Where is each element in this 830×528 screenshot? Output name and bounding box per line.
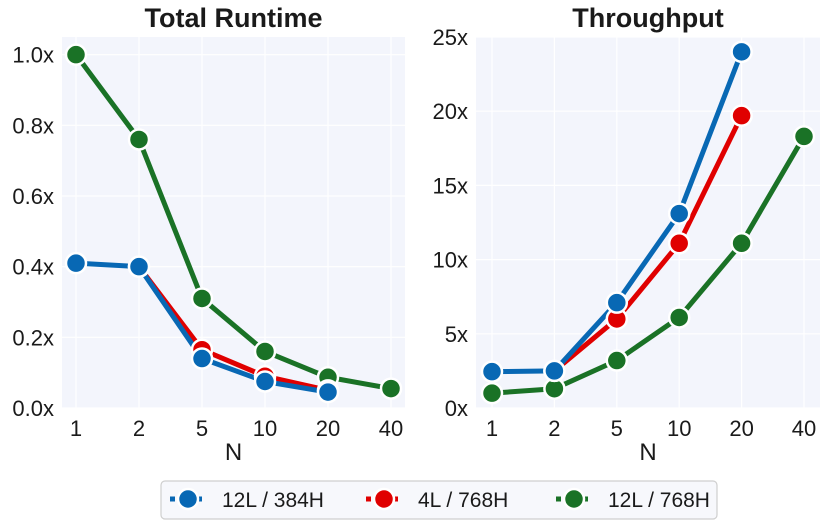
legend-label-12l-768h: 12L / 768H bbox=[608, 489, 710, 512]
throughput-x-tick-label: 10 bbox=[667, 416, 691, 441]
total-runtime-y-tick-label: 0.8x bbox=[12, 113, 54, 138]
total-runtime-y-tick-label: 0.2x bbox=[12, 325, 54, 350]
total-runtime-x-tick-label: 40 bbox=[379, 416, 403, 441]
throughput-point-12l-768h bbox=[667, 306, 691, 329]
legend-marker-12l-768h bbox=[562, 487, 586, 511]
throughput-y-tick-label: 5x bbox=[445, 322, 468, 347]
total-runtime-point-12l-384h bbox=[64, 251, 88, 275]
total-runtime-x-tick-label: 1 bbox=[70, 416, 82, 441]
total-runtime-x-axis-label: N bbox=[225, 439, 242, 466]
throughput-point-4l-768h bbox=[667, 232, 691, 255]
throughput-x-tick-label: 2 bbox=[548, 416, 560, 441]
total-runtime-point-12l-384h bbox=[127, 255, 151, 278]
throughput-y-tick-label: 25x bbox=[433, 25, 468, 50]
throughput-plot-area bbox=[476, 37, 820, 408]
throughput-point-12l-768h bbox=[792, 125, 816, 148]
throughput-y-tick-label: 10x bbox=[433, 248, 468, 273]
legend-label-12l-384h: 12L / 384H bbox=[222, 489, 324, 512]
throughput-x-tick-label: 5 bbox=[611, 416, 623, 441]
throughput-point-12l-384h bbox=[543, 359, 566, 383]
total-runtime-point-12l-768h bbox=[64, 43, 88, 66]
total-runtime-point-12l-768h bbox=[253, 340, 277, 363]
total-runtime-y-tick-label: 0.0x bbox=[12, 396, 54, 421]
total-runtime-y-tick-label: 1.0x bbox=[12, 43, 54, 68]
throughput-point-12l-384h bbox=[730, 40, 753, 64]
legend-label-4l-768h: 4L / 768H bbox=[418, 489, 508, 512]
throughput-x-axis-label: N bbox=[639, 439, 656, 466]
total-runtime-point-12l-384h bbox=[316, 380, 340, 404]
throughput-point-12l-384h bbox=[605, 291, 629, 314]
total-runtime-x-tick-label: 5 bbox=[196, 416, 208, 441]
total-runtime-title: Total Runtime bbox=[145, 3, 323, 33]
throughput-point-12l-768h bbox=[605, 349, 629, 372]
throughput-title: Throughput bbox=[572, 3, 723, 33]
legend-marker-12l-384h bbox=[176, 487, 200, 511]
total-runtime-x-tick-label: 20 bbox=[316, 416, 340, 441]
total-runtime-x-tick-label: 2 bbox=[133, 416, 145, 441]
throughput-point-12l-384h bbox=[667, 202, 691, 225]
total-runtime-plot-area bbox=[62, 37, 405, 408]
total-runtime-y-tick-label: 0.6x bbox=[12, 184, 54, 209]
throughput-chart: Throughput 0x 5x 10x 15x 20x 25x 1 2 5 10 20 40 N bbox=[433, 3, 820, 466]
throughput-series-line-4l-768h bbox=[551, 113, 745, 374]
total-runtime-point-12l-768h bbox=[190, 287, 214, 310]
throughput-point-12l-768h bbox=[730, 232, 753, 255]
throughput-x-tick-label: 40 bbox=[792, 416, 816, 441]
throughput-point-12l-768h bbox=[480, 381, 504, 405]
total-runtime-chart: Total Runtime 0.0x 0.2x 0.4x 0.6x 0.8x 1.0x 1 2 5… bbox=[12, 3, 405, 466]
throughput-y-tick-label: 0x bbox=[445, 396, 468, 421]
throughput-x-tick-label: 1 bbox=[486, 416, 498, 441]
throughput-y-tick-label: 15x bbox=[433, 173, 468, 198]
throughput-x-tick-label: 20 bbox=[729, 416, 753, 441]
throughput-y-tick-label: 20x bbox=[433, 99, 468, 124]
legend: 12L / 384H 4L / 768H 12L / 768H bbox=[160, 480, 718, 520]
total-runtime-point-12l-768h bbox=[379, 377, 403, 400]
throughput-point-12l-384h bbox=[480, 360, 504, 383]
total-runtime-point-12l-384h bbox=[253, 370, 277, 393]
legend-marker-4l-768h bbox=[372, 487, 396, 511]
throughput-point-4l-768h bbox=[730, 104, 753, 127]
total-runtime-point-12l-384h bbox=[190, 347, 214, 370]
total-runtime-y-tick-label: 0.4x bbox=[12, 255, 54, 280]
total-runtime-x-tick-label: 10 bbox=[253, 416, 277, 441]
total-runtime-point-12l-768h bbox=[127, 128, 151, 151]
